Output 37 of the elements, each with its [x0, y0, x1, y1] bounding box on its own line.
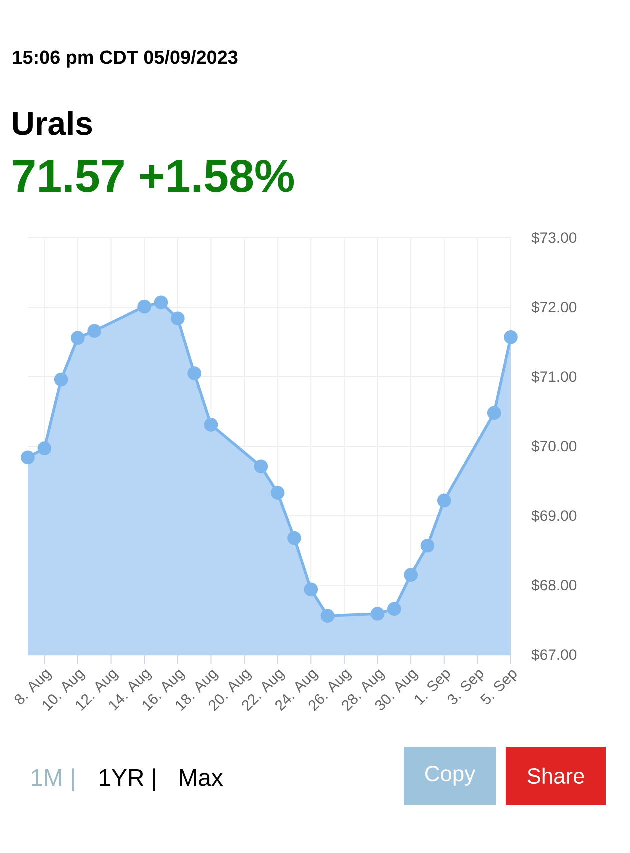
text: Share	[528, 768, 584, 784]
point	[288, 531, 302, 546]
text: 1YR |	[100, 768, 156, 792]
point	[38, 442, 52, 456]
point	[138, 300, 152, 314]
y-tick-label: $72.00	[532, 301, 577, 314]
point	[437, 494, 452, 508]
point	[154, 296, 168, 310]
point	[270, 486, 285, 500]
point	[170, 312, 185, 326]
text: 15:06 pm CDT 05/09/2023	[13, 50, 238, 68]
point	[204, 418, 218, 432]
point	[370, 607, 385, 621]
point	[388, 602, 402, 616]
point	[304, 582, 318, 597]
text: 1M |	[32, 768, 74, 792]
point	[320, 609, 335, 623]
point	[404, 568, 418, 582]
text: Copy	[426, 766, 476, 786]
chart-title: Urals	[13, 111, 92, 136]
y-tick-label: $71.00	[532, 370, 577, 384]
point	[54, 372, 68, 387]
point	[88, 324, 102, 338]
point	[71, 331, 85, 345]
point	[487, 406, 502, 420]
point	[21, 450, 35, 465]
point	[254, 460, 268, 474]
point	[504, 330, 518, 344]
point	[420, 538, 435, 553]
y-tick-label: $70.00	[532, 440, 577, 453]
y-tick-label: $67.00	[532, 648, 577, 662]
chart-subtitle: 71.57 +1.58%	[13, 160, 294, 192]
y-tick-label: $73.00	[532, 232, 577, 244]
y-tick-label: $68.00	[532, 579, 577, 592]
y-tick-label: $69.00	[532, 510, 577, 522]
text: Max	[180, 770, 224, 786]
point	[188, 366, 202, 380]
